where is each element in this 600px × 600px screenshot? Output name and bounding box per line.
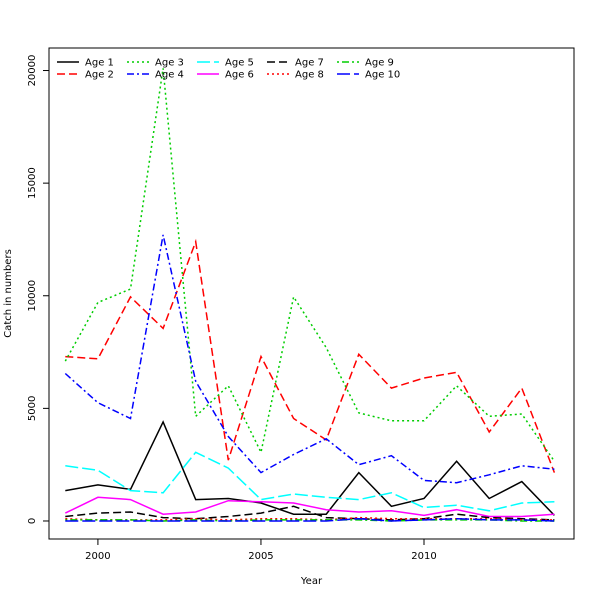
legend-label: Age 3 bbox=[155, 58, 184, 69]
legend-label: Age 9 bbox=[365, 58, 394, 69]
series-line-age-4 bbox=[64, 234, 555, 484]
y-tick-label: 0 bbox=[27, 518, 38, 524]
series-line-age-9 bbox=[65, 519, 555, 522]
x-tick-label: 2005 bbox=[248, 551, 273, 562]
legend-label: Age 8 bbox=[295, 70, 324, 81]
legend-item-age-10: Age 10 bbox=[337, 70, 400, 81]
x-axis-label: Year bbox=[300, 576, 323, 587]
legend-item-age-9: Age 9 bbox=[337, 58, 394, 69]
legend-item-age-2: Age 2 bbox=[57, 70, 114, 81]
y-tick-label: 5000 bbox=[27, 396, 38, 421]
legend-item-age-3: Age 3 bbox=[127, 58, 184, 69]
legend-label: Age 10 bbox=[365, 70, 400, 81]
y-tick-label: 15000 bbox=[27, 167, 38, 199]
legend-label: Age 6 bbox=[225, 70, 254, 81]
y-tick-label: 20000 bbox=[27, 55, 38, 87]
legend-item-age-1: Age 1 bbox=[57, 58, 114, 69]
legend-label: Age 4 bbox=[155, 70, 184, 81]
legend-label: Age 1 bbox=[85, 58, 114, 69]
series-line-age-10 bbox=[65, 517, 555, 522]
x-tick-label: 2010 bbox=[411, 551, 436, 562]
series-line-age-6 bbox=[64, 496, 555, 518]
legend-item-age-5: Age 5 bbox=[197, 58, 254, 69]
series-line-age-1 bbox=[65, 420, 555, 516]
legend-item-age-6: Age 6 bbox=[197, 70, 254, 81]
axes: 2000 2005 2010 0 5000 10000 15000 20000 bbox=[27, 55, 437, 562]
series-lines bbox=[64, 68, 556, 522]
series-line-age-7 bbox=[65, 505, 555, 521]
y-axis-label: Catch in numbers bbox=[3, 249, 14, 338]
legend-label: Age 5 bbox=[225, 58, 254, 69]
legend-item-age-7: Age 7 bbox=[267, 58, 324, 69]
series-line-age-2 bbox=[65, 238, 556, 473]
legend-item-age-8: Age 8 bbox=[267, 70, 324, 81]
plot-frame bbox=[48, 47, 575, 540]
x-tick-label: 2000 bbox=[85, 551, 110, 562]
legend-item-age-4: Age 4 bbox=[127, 70, 184, 81]
legend-label: Age 2 bbox=[85, 70, 114, 81]
y-tick-label: 10000 bbox=[27, 280, 38, 312]
series-line-age-5 bbox=[65, 451, 555, 512]
series-line-age-3 bbox=[64, 68, 556, 462]
legend-label: Age 7 bbox=[295, 58, 324, 69]
